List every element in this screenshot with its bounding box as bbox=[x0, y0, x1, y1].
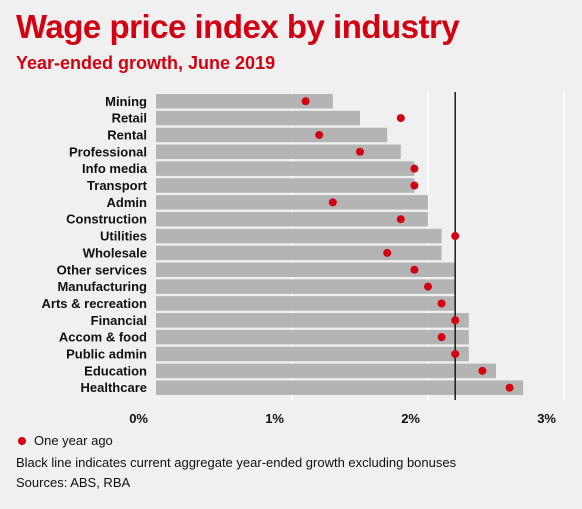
one-year-ago-dot bbox=[383, 248, 392, 257]
category-label: Accom & food bbox=[59, 330, 147, 345]
bar bbox=[156, 211, 428, 227]
x-tick-label: 0% bbox=[129, 411, 148, 426]
category-label: Transport bbox=[87, 178, 148, 193]
legend-label: One year ago bbox=[34, 433, 113, 448]
footnote: Black line indicates current aggregate y… bbox=[16, 455, 457, 470]
bar bbox=[156, 228, 442, 244]
one-year-ago-dot bbox=[410, 164, 419, 173]
bar bbox=[156, 127, 388, 143]
one-year-ago-dot bbox=[505, 383, 514, 392]
category-label: Construction bbox=[66, 212, 147, 227]
one-year-ago-dot bbox=[356, 147, 364, 156]
bar bbox=[156, 178, 415, 193]
one-year-ago-dot bbox=[451, 316, 460, 325]
bar bbox=[156, 296, 456, 311]
one-year-ago-dot bbox=[424, 282, 432, 291]
legend: One year ago bbox=[18, 433, 113, 448]
bar bbox=[156, 279, 456, 294]
bar bbox=[156, 262, 456, 277]
one-year-ago-dot bbox=[451, 232, 460, 241]
category-label: Financial bbox=[91, 313, 147, 328]
bar bbox=[156, 346, 469, 362]
one-year-ago-dot bbox=[437, 333, 446, 342]
bar bbox=[156, 313, 469, 328]
sources-note: Sources: ABS, RBA bbox=[16, 475, 131, 490]
one-year-ago-dot bbox=[328, 198, 337, 207]
category-label: Healthcare bbox=[81, 380, 147, 395]
bar bbox=[156, 94, 333, 109]
bar bbox=[156, 144, 401, 160]
one-year-ago-dot bbox=[315, 130, 324, 139]
category-label: Rental bbox=[107, 127, 147, 142]
x-tick-label: 3% bbox=[537, 411, 556, 426]
chart-title: Wage price index by industry bbox=[16, 8, 460, 45]
one-year-ago-dot bbox=[410, 265, 419, 274]
bar bbox=[156, 245, 442, 261]
one-year-ago-dot bbox=[478, 366, 487, 375]
category-label: Arts & recreation bbox=[42, 296, 148, 311]
one-year-ago-dot bbox=[301, 97, 310, 106]
bar bbox=[156, 161, 415, 176]
category-label: Public admin bbox=[66, 347, 147, 362]
category-label: Admin bbox=[107, 195, 148, 210]
category-label: Info media bbox=[82, 161, 148, 176]
bar bbox=[156, 195, 428, 210]
x-tick-label: 2% bbox=[401, 411, 420, 426]
legend-dot-marker bbox=[18, 436, 26, 445]
category-label: Wholesale bbox=[83, 245, 147, 260]
category-label: Professional bbox=[69, 144, 147, 159]
one-year-ago-dot bbox=[396, 215, 405, 224]
bar bbox=[156, 329, 469, 345]
x-tick-label: 1% bbox=[265, 411, 284, 426]
one-year-ago-dot bbox=[451, 350, 460, 358]
one-year-ago-dot bbox=[410, 181, 419, 190]
one-year-ago-dot bbox=[396, 114, 405, 123]
bar bbox=[156, 380, 524, 395]
one-year-ago-dot bbox=[437, 299, 446, 308]
category-label: Mining bbox=[105, 94, 147, 109]
category-label: Education bbox=[84, 363, 147, 378]
bar bbox=[156, 110, 360, 126]
bar bbox=[156, 363, 496, 379]
category-label: Manufacturing bbox=[57, 279, 147, 294]
category-label: Utilities bbox=[100, 229, 147, 244]
chart-subtitle: Year-ended growth, June 2019 bbox=[16, 53, 276, 73]
category-label: Other services bbox=[57, 262, 147, 277]
category-label: Retail bbox=[112, 111, 147, 126]
